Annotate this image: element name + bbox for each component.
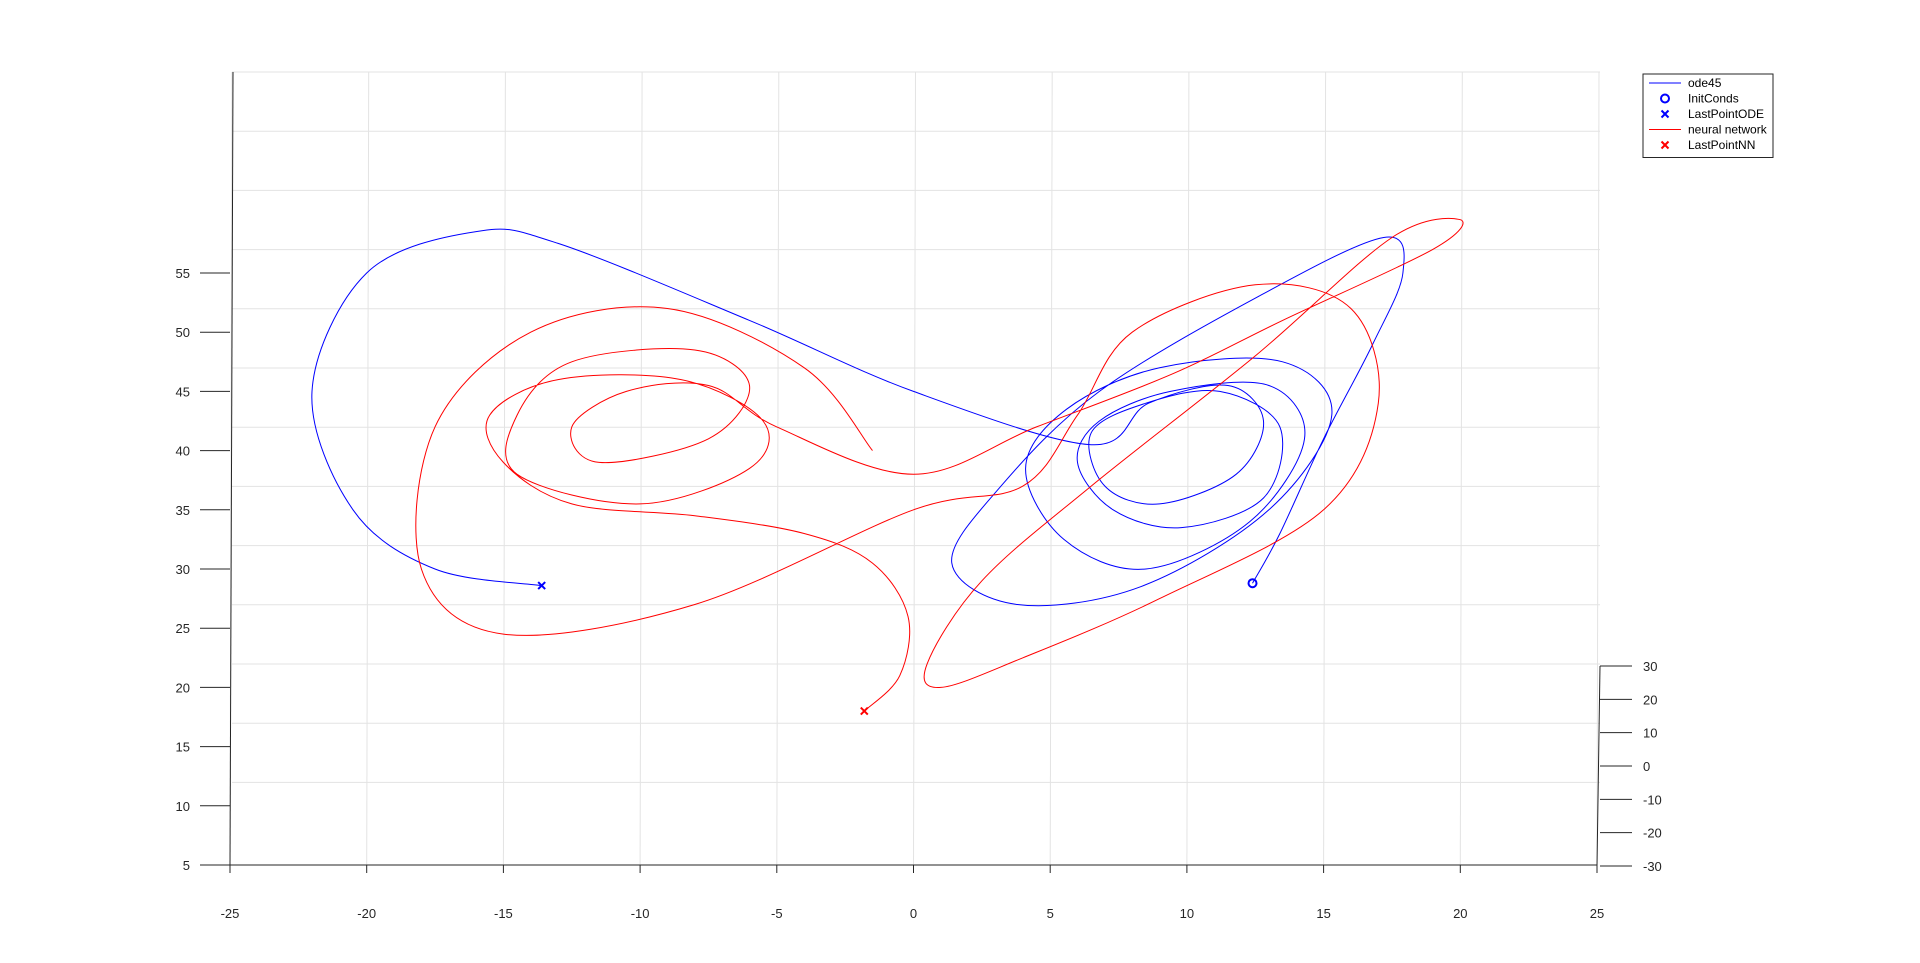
x-tick-label: -5 bbox=[771, 906, 783, 921]
y-tick-label: 10 bbox=[1643, 726, 1657, 741]
grid-line-x bbox=[1186, 71, 1190, 866]
legend-swatch bbox=[1660, 140, 1670, 150]
z-tick-label: 45 bbox=[176, 384, 190, 399]
plot-series bbox=[311, 217, 1464, 712]
x-tick-label: -10 bbox=[631, 906, 650, 921]
axes bbox=[200, 71, 1632, 873]
grid-line-x bbox=[1049, 71, 1053, 866]
grid-line-x bbox=[1459, 71, 1463, 866]
y-tick-label: -30 bbox=[1643, 859, 1662, 874]
legend-label: ode45 bbox=[1688, 76, 1722, 90]
z-tick-label: 30 bbox=[176, 562, 190, 577]
grid-line-x bbox=[776, 71, 780, 866]
x-tick-label: -25 bbox=[221, 906, 240, 921]
z-tick-label: 10 bbox=[176, 799, 190, 814]
y-tick-label: 20 bbox=[1643, 692, 1657, 707]
z-tick-label: 50 bbox=[176, 325, 190, 340]
series-ode45 bbox=[311, 228, 1405, 607]
grid-line-x bbox=[639, 71, 643, 866]
z-tick-label: 5 bbox=[183, 858, 190, 873]
x-tick-label: -15 bbox=[494, 906, 513, 921]
z-tick-label: 35 bbox=[176, 503, 190, 518]
grid-line-x bbox=[913, 71, 916, 866]
marker-initconds bbox=[1247, 578, 1258, 589]
grid-line-x bbox=[366, 71, 370, 866]
legend-swatch bbox=[1660, 109, 1670, 119]
legend-swatch bbox=[1660, 93, 1670, 104]
plot-markers bbox=[537, 578, 1258, 716]
z-tick-label: 25 bbox=[176, 621, 190, 636]
y-tick-label: -10 bbox=[1643, 792, 1662, 807]
y-tick-label: 30 bbox=[1643, 659, 1657, 674]
marker-lastpointode bbox=[537, 581, 546, 590]
z-tick-label: 40 bbox=[176, 444, 190, 459]
legend-label: LastPointNN bbox=[1688, 138, 1755, 152]
y-axis-line bbox=[1596, 665, 1601, 867]
grid-line-x bbox=[502, 71, 506, 866]
x-tick-label: 25 bbox=[1590, 906, 1604, 921]
grid bbox=[229, 71, 1600, 866]
legend-label: neural network bbox=[1688, 123, 1768, 137]
z-tick-label: 55 bbox=[176, 266, 190, 281]
grid-line-x bbox=[1596, 71, 1600, 866]
tick-labels: -25 -20 -15 -10 -5 0 5 10 15 20 25 5 10 15 20 25 30 35 40 4… bbox=[176, 266, 1662, 921]
z-tick-label: 20 bbox=[176, 680, 190, 695]
x-tick-label: -20 bbox=[357, 906, 376, 921]
z-tick-label: 15 bbox=[176, 740, 190, 755]
legend-label: LastPointODE bbox=[1688, 107, 1764, 121]
series-neural-network bbox=[415, 217, 1464, 712]
y-tick-label: 0 bbox=[1643, 759, 1650, 774]
x-tick-label: 5 bbox=[1047, 906, 1054, 921]
x-tick-label: 10 bbox=[1180, 906, 1194, 921]
x-tick-label: 20 bbox=[1453, 906, 1467, 921]
grid-line-x bbox=[1323, 71, 1327, 866]
z-axis-line bbox=[229, 71, 234, 866]
legend-label: InitConds bbox=[1688, 92, 1739, 106]
x-tick-label: 0 bbox=[910, 906, 917, 921]
y-tick-label: -20 bbox=[1643, 826, 1662, 841]
x-tick-label: 15 bbox=[1316, 906, 1330, 921]
marker-lastpointnn bbox=[860, 706, 869, 716]
